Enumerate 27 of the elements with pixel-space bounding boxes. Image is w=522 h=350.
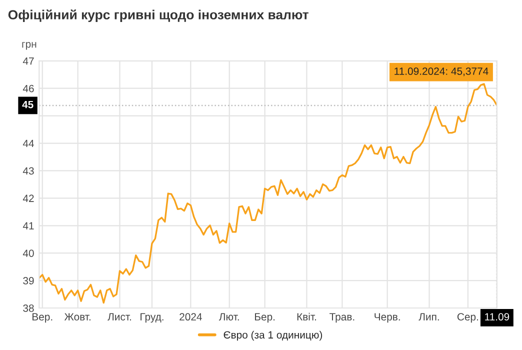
x-tick-label: Бер. (255, 313, 275, 323)
y-tick-label: 40 (22, 250, 34, 257)
x-tick-label: 11.09 (485, 313, 510, 321)
x-tick-label: Трав. (330, 313, 354, 323)
x-tick-label: Сер. (457, 313, 478, 323)
annotation: 11.09.2024: 45,3774 (394, 68, 488, 76)
y-axis-title: грн (22, 42, 36, 50)
x-tick-label: Квіт. (297, 312, 316, 320)
y-tick-label: 43 (22, 167, 34, 175)
y-tick-label: 46 (22, 84, 34, 92)
x-tick-label: Лют. (218, 313, 239, 321)
x-tick-label: Лип. (418, 313, 439, 320)
x-tick-label: 2024 (180, 313, 202, 321)
y-tick-label: 39 (23, 277, 34, 284)
y-tick-label: 38 (23, 304, 34, 312)
x-tick-label: Черв. (374, 313, 400, 323)
legend-label: Євро (за 1 одиницю) (224, 330, 322, 341)
y-tick-label: 42 (22, 194, 34, 202)
x-tick-label: Жовт. (64, 313, 90, 321)
chart-title: Офіційний курс гривні щодо іноземних валют (8, 9, 308, 22)
x-tick-label: Лист. (108, 313, 131, 321)
ref-line-label: 45 (22, 100, 34, 108)
x-tick-label: Груд. (140, 313, 164, 323)
x-tick-label: Вер. (32, 313, 52, 323)
y-tick-label: 41 (22, 222, 34, 230)
y-tick-label: 44 (22, 140, 34, 148)
y-tick-label: 47 (22, 58, 34, 65)
